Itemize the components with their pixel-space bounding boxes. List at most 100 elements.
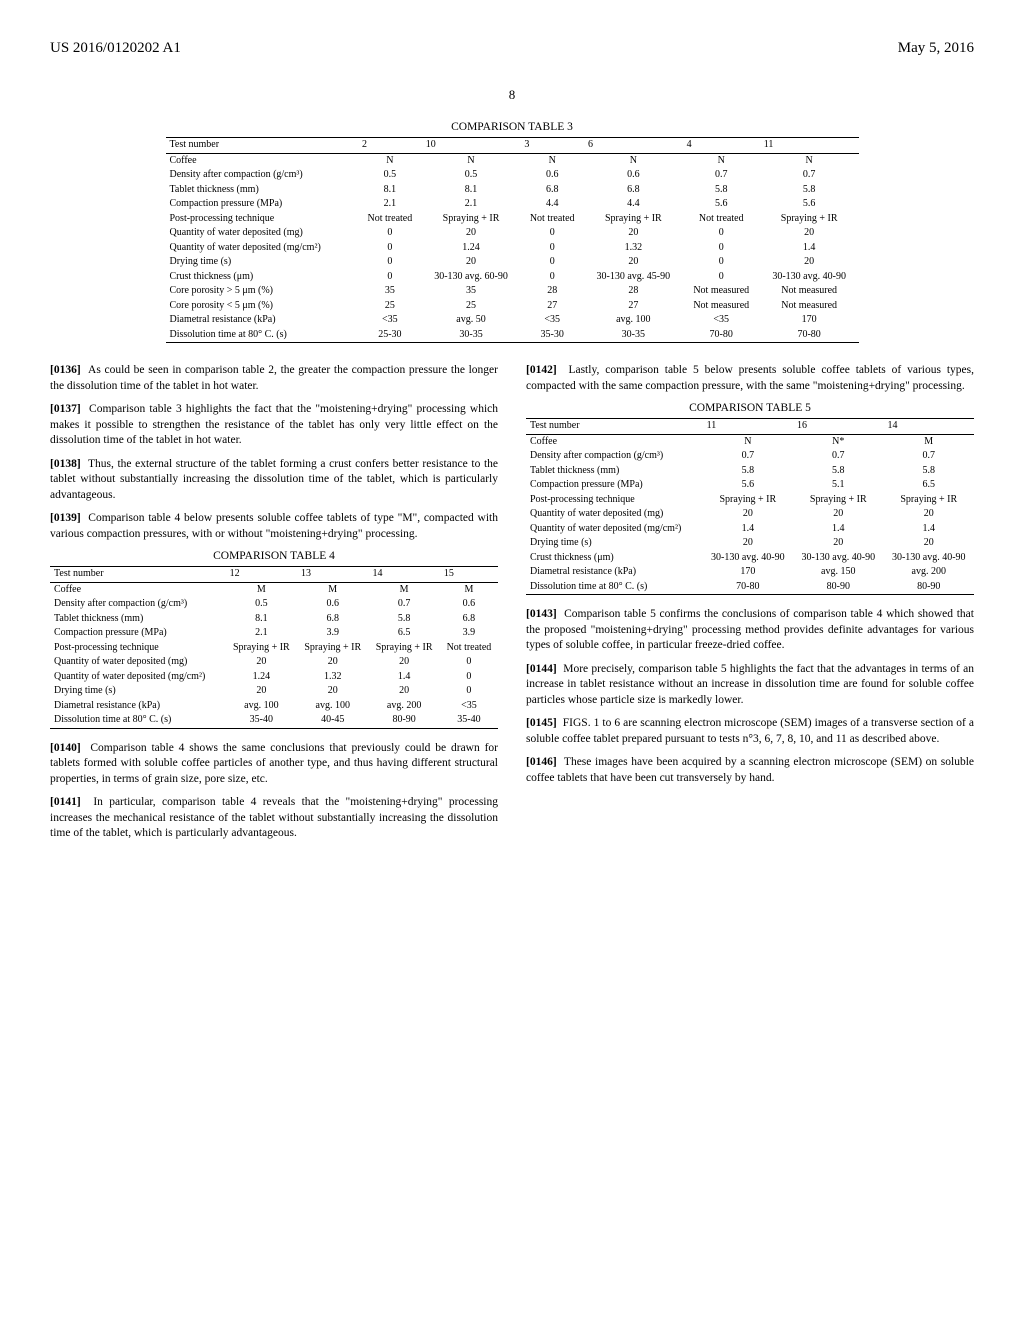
table-cell: 1.4 [703, 522, 793, 537]
table-cell: Spraying + IR [226, 641, 297, 656]
table-row: CoffeeNN*M [526, 434, 974, 449]
table-row: Quantity of water deposited (mg/cm²)1.41… [526, 522, 974, 537]
table-cell: Drying time (s) [50, 684, 226, 699]
table-cell: 0 [683, 241, 760, 256]
table-header: Test number [526, 419, 703, 435]
table-cell: 2.1 [226, 626, 297, 641]
table-cell: 0 [440, 684, 498, 699]
page-header: US 2016/0120202 A1 May 5, 2016 [50, 40, 974, 57]
para-text: In particular, comparison table 4 reveal… [50, 796, 498, 839]
table-row: Dissolution time at 80° C. (s)25-3030-35… [166, 328, 859, 343]
table-cell: 0.7 [703, 449, 793, 464]
table-cell: 1.4 [368, 670, 439, 685]
table-row: Diametral resistance (kPa)<35avg. 50<35a… [166, 313, 859, 328]
table-row: Quantity of water deposited (mg)202020 [526, 507, 974, 522]
table-cell: M [297, 582, 368, 597]
table-cell: Diametral resistance (kPa) [166, 313, 359, 328]
table-row: Tablet thickness (mm)8.16.85.86.8 [50, 612, 498, 627]
table-cell: 0.6 [440, 597, 498, 612]
table-cell: Tablet thickness (mm) [166, 183, 359, 198]
paragraph: [0141] In particular, comparison table 4… [50, 795, 498, 842]
table-cell: <35 [358, 313, 422, 328]
table-cell: Quantity of water deposited (mg) [166, 226, 359, 241]
table-cell: Post-processing technique [50, 641, 226, 656]
para-num: [0144] [526, 663, 557, 675]
table-cell: 170 [703, 565, 793, 580]
table-cell: Not measured [760, 299, 859, 314]
table-cell: 25 [422, 299, 521, 314]
table-cell: avg. 100 [297, 699, 368, 714]
table-cell: 0 [358, 241, 422, 256]
table-header: 11 [760, 138, 859, 154]
table-cell: N [584, 153, 683, 168]
table-cell: Post-processing technique [166, 212, 359, 227]
table-cell: Diametral resistance (kPa) [50, 699, 226, 714]
table-cell: Spraying + IR [793, 493, 883, 508]
table-cell: 4.4 [584, 197, 683, 212]
table-cell: Spraying + IR [703, 493, 793, 508]
table-cell: N [422, 153, 521, 168]
table-row: Tablet thickness (mm)8.18.16.86.85.85.8 [166, 183, 859, 198]
table-cell: 0.5 [422, 168, 521, 183]
table-cell: Drying time (s) [166, 255, 359, 270]
right-column: [0142] Lastly, comparison table 5 below … [526, 363, 974, 850]
para-text: Lastly, comparison table 5 below present… [526, 364, 974, 392]
table-cell: 40-45 [297, 713, 368, 728]
table-cell: 0.7 [884, 449, 974, 464]
comparison-table-4: Test number 12 13 14 15 CoffeeMMMMDensit… [50, 566, 498, 731]
table-cell: <35 [683, 313, 760, 328]
table-cell: 1.4 [793, 522, 883, 537]
table-cell: Dissolution time at 80° C. (s) [50, 713, 226, 728]
table-cell: Coffee [166, 153, 359, 168]
table-cell: 20 [297, 655, 368, 670]
table-cell: Density after compaction (g/cm³) [50, 597, 226, 612]
table-row: Density after compaction (g/cm³)0.50.50.… [166, 168, 859, 183]
table-cell: 20 [884, 536, 974, 551]
table-cell: 6.8 [297, 612, 368, 627]
table-cell: 25-30 [358, 328, 422, 343]
para-num: [0142] [526, 364, 557, 376]
table-cell: 27 [584, 299, 683, 314]
table-cell: 80-90 [793, 580, 883, 595]
table-row: Drying time (s)202020 [526, 536, 974, 551]
table-cell: 70-80 [703, 580, 793, 595]
page-number: 8 [50, 87, 974, 103]
table-cell: M [884, 434, 974, 449]
paragraph: [0138] Thus, the external structure of t… [50, 457, 498, 504]
table-row: Test number 2 10 3 6 4 11 [166, 138, 859, 154]
table-cell: avg. 200 [884, 565, 974, 580]
table-header: 14 [368, 567, 439, 583]
table-cell: Spraying + IR [422, 212, 521, 227]
table-row: Density after compaction (g/cm³)0.50.60.… [50, 597, 498, 612]
table-cell: 0 [683, 255, 760, 270]
table-cell: 30-130 avg. 40-90 [760, 270, 859, 285]
table-cell: 35-40 [440, 713, 498, 728]
para-num: [0138] [50, 458, 81, 470]
table-cell: Dissolution time at 80° C. (s) [166, 328, 359, 343]
table-cell: 0 [358, 270, 422, 285]
paragraph: [0139] Comparison table 4 below presents… [50, 511, 498, 542]
table-cell: 8.1 [422, 183, 521, 198]
table-cell: N [358, 153, 422, 168]
table-cell: Not treated [358, 212, 422, 227]
table-cell: 6.8 [440, 612, 498, 627]
table-cell: avg. 200 [368, 699, 439, 714]
para-num: [0137] [50, 403, 81, 415]
table-cell: 20 [297, 684, 368, 699]
table-cell: 0 [440, 670, 498, 685]
table-cell: 20 [584, 255, 683, 270]
table-row: Dissolution time at 80° C. (s) 35-40 40-45… [50, 713, 498, 728]
table-cell: Density after compaction (g/cm³) [166, 168, 359, 183]
table-row: Tablet thickness (mm)5.85.85.8 [526, 464, 974, 479]
table-cell: Quantity of water deposited (mg) [50, 655, 226, 670]
table-cell: Quantity of water deposited (mg) [526, 507, 703, 522]
table-cell: M [368, 582, 439, 597]
table-cell: 35 [422, 284, 521, 299]
para-text: FIGS. 1 to 6 are scanning electron micro… [526, 717, 974, 745]
table-cell: 1.4 [760, 241, 859, 256]
table-cell: 4.4 [520, 197, 584, 212]
paragraph: [0144] More precisely, comparison table … [526, 662, 974, 709]
table3-title: COMPARISON TABLE 3 [50, 121, 974, 133]
two-column-body: [0136] As could be seen in comparison ta… [50, 363, 974, 850]
table-cell: Spraying + IR [297, 641, 368, 656]
